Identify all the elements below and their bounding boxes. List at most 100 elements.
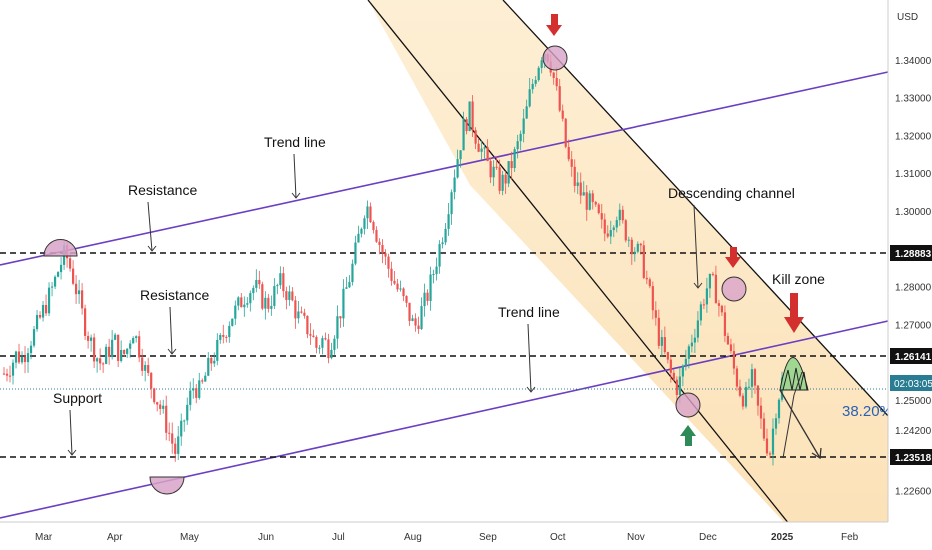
candle-body: [165, 405, 168, 433]
highlight-arc-mar: [43, 239, 78, 257]
candle-body: [228, 325, 231, 338]
candle-body: [393, 280, 396, 284]
candle-body: [96, 358, 99, 362]
candle-body: [555, 77, 558, 87]
candle-body: [159, 404, 162, 409]
candle-body: [2, 373, 6, 375]
candle-body: [408, 302, 411, 321]
candle-body: [351, 263, 354, 283]
pointer-support-head: [67, 449, 77, 456]
candle-body: [495, 166, 498, 168]
red-arrow-killzone-icon: [784, 293, 804, 333]
price-tick-label: 1.27000: [895, 320, 932, 331]
candle-body: [327, 339, 330, 359]
label-descending-channel: Descending channel: [668, 185, 795, 201]
price-axis-ticks: 1.34000 1.33000 1.32000 1.31000 1.30000 1.280…: [895, 56, 932, 498]
candle-body: [363, 218, 366, 229]
price-axis-bg: [888, 0, 932, 550]
candle-body: [486, 147, 489, 162]
candle-body: [59, 264, 63, 273]
trend-line-upper: [0, 71, 889, 266]
candle-body: [540, 60, 543, 68]
candle-body: [366, 206, 369, 219]
candle-body: [624, 220, 627, 241]
candle-body: [183, 420, 186, 422]
candle-body: [381, 244, 384, 254]
candle-body: [510, 161, 513, 169]
candle-body: [594, 201, 597, 205]
time-axis-bg: [0, 522, 932, 550]
candle-body: [744, 386, 748, 407]
candle-body: [135, 336, 138, 339]
candle-body: [261, 284, 264, 309]
candle-body: [480, 148, 483, 152]
candle-body: [300, 311, 303, 313]
candle-body: [759, 405, 763, 419]
candle-body: [603, 219, 606, 234]
candle-body: [81, 290, 84, 309]
channel-upper-line: [502, 0, 891, 419]
candle-body: [330, 349, 333, 359]
candle-body: [414, 318, 417, 326]
candle-body: [774, 418, 778, 429]
candle-body: [642, 245, 645, 278]
candle-body: [174, 443, 177, 454]
candle-body: [654, 310, 657, 318]
candle-body: [504, 174, 507, 184]
highlight-circle-top: [542, 45, 568, 71]
candle-body: [582, 192, 585, 196]
candle-body: [456, 159, 459, 178]
candle-body: [648, 279, 651, 287]
candle-body: [273, 286, 276, 306]
candle-body: [153, 388, 156, 403]
candle-body: [477, 143, 480, 152]
candle-body: [339, 316, 342, 319]
price-tick-label: 1.25000: [895, 396, 932, 407]
candle-body: [297, 311, 300, 319]
candle-body: [699, 304, 702, 321]
candle-body: [378, 241, 381, 245]
level-badge-3-text: 1.23518: [895, 453, 932, 464]
countdown-badge: [890, 375, 932, 391]
candle-body: [453, 177, 456, 193]
candle-body: [588, 193, 591, 210]
candle-body: [552, 72, 555, 78]
candle-body: [606, 233, 609, 237]
candle-body: [429, 274, 432, 301]
pointer-trend-line-bottom-head: [526, 386, 536, 393]
candle-body: [249, 293, 252, 304]
candle-body: [47, 287, 51, 314]
candle-body: [492, 166, 495, 178]
candle-body: [321, 338, 324, 348]
candle-body: [240, 297, 243, 308]
candle-body: [738, 386, 742, 396]
time-tick-label: May: [180, 532, 199, 543]
pointer-descending-channel: [693, 204, 699, 289]
time-tick-label: Dec: [699, 532, 717, 543]
candle-body: [705, 288, 709, 305]
candle-body: [570, 159, 573, 167]
candle-body: [729, 344, 733, 352]
candle-body: [720, 305, 724, 313]
candle-body: [462, 119, 465, 151]
candle-body: [630, 239, 633, 255]
candle-body: [387, 256, 390, 269]
candle-body: [288, 291, 291, 300]
candle-body: [204, 375, 207, 382]
candle-body: [609, 230, 612, 237]
candle-body: [138, 336, 141, 358]
candle-body: [525, 106, 528, 119]
time-tick-label: Sep: [479, 532, 497, 543]
candle-body: [210, 357, 213, 364]
candle-body: [32, 329, 36, 346]
candle-body: [243, 304, 246, 308]
pointer-descending-channel-head: [693, 282, 703, 289]
price-tick-label: 1.24200: [895, 426, 932, 437]
candle-body: [516, 141, 519, 150]
candle-body: [44, 304, 48, 314]
candle-body: [219, 334, 222, 340]
candle-body: [426, 292, 429, 301]
highlight-circle-dec: [721, 276, 747, 302]
candle-body: [483, 147, 486, 149]
